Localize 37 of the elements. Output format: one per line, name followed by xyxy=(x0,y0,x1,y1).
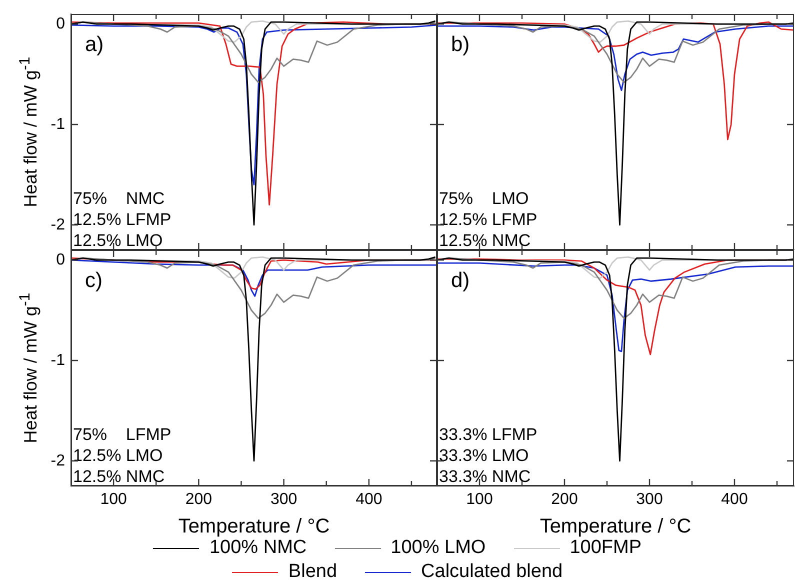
annotation: 12.5% NMC xyxy=(439,231,531,250)
annotation: a) xyxy=(85,33,104,56)
annotation: 75% NMC xyxy=(73,189,165,208)
y-tick-label: -1 xyxy=(50,352,66,369)
x-tick-label: 400 xyxy=(721,491,748,508)
legend-label: 100% NMC xyxy=(209,537,307,559)
y-tick-label: -2 xyxy=(50,216,66,234)
annotation: 12.5% LFMP xyxy=(73,210,172,229)
annotation: b) xyxy=(451,33,470,56)
annotation: 12.5% LMO xyxy=(73,446,163,465)
y-tick-label: 0 xyxy=(56,15,66,32)
annotation: 12.5% NMC xyxy=(73,467,165,486)
x-axis-title: Temperature / °C xyxy=(540,516,692,538)
annotation: 33.3% NMC xyxy=(439,467,531,486)
annotation: 33.3% LMO xyxy=(439,446,529,465)
x-tick-label: 100 xyxy=(466,491,493,508)
x-axis-title: Temperature / °C xyxy=(178,516,330,538)
y-tick-label: -1 xyxy=(50,116,66,133)
legend-label: Blend xyxy=(288,561,338,583)
annotation: 12.5% LMO xyxy=(73,231,163,250)
y-tick-label: 0 xyxy=(56,251,66,268)
x-tick-label: 200 xyxy=(551,491,578,508)
annotation: 75% LFMP xyxy=(73,425,172,444)
legend-label: 100% LMO xyxy=(390,537,486,559)
x-tick-label: 100 xyxy=(100,491,128,508)
annotation: c) xyxy=(85,269,102,292)
legend-label: Calculated blend xyxy=(421,561,563,583)
annotation: d) xyxy=(451,269,470,292)
legend-label: 100FMP xyxy=(570,537,642,559)
y-tick-label: -2 xyxy=(50,452,66,470)
annotation: 75% LMO xyxy=(439,189,529,208)
x-tick-label: 400 xyxy=(356,491,382,508)
annotation: 33.3% LFMP xyxy=(439,425,538,444)
x-tick-label: 200 xyxy=(185,491,212,508)
x-tick-label: 300 xyxy=(270,491,298,508)
x-tick-label: 300 xyxy=(636,491,663,508)
annotation: 12.5% LFMP xyxy=(439,210,538,229)
